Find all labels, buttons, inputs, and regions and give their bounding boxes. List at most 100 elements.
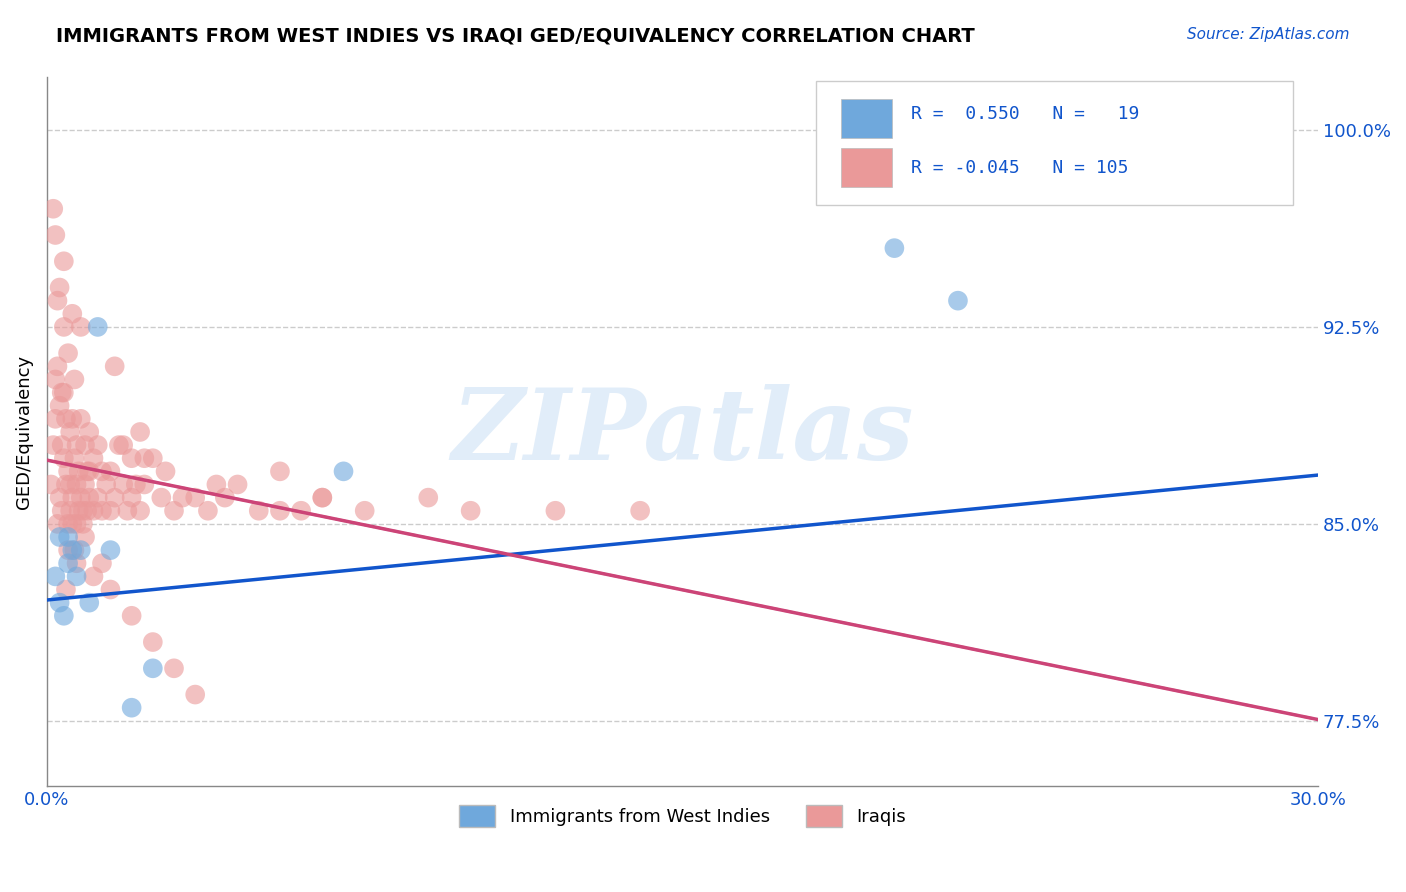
Point (172, 491, 194, 505)
Point (76, 504, 98, 518)
Point (63, 543, 86, 558)
Point (77, 425, 100, 439)
Point (55, 582, 77, 597)
Point (311, 491, 333, 505)
Point (104, 359, 127, 374)
Point (63, 451, 86, 466)
Point (69, 319, 91, 334)
Point (104, 491, 127, 505)
Point (55, 412, 77, 426)
Point (65, 438, 87, 452)
Bar (841, 99, 893, 137)
Bar (841, 148, 893, 187)
Point (100, 582, 122, 597)
Point (142, 635, 165, 649)
Point (946, 293, 969, 308)
Y-axis label: GED/Equivalency: GED/Equivalency (15, 355, 32, 509)
Point (59, 504, 82, 518)
Point (205, 477, 228, 491)
Point (121, 451, 143, 466)
Point (121, 608, 143, 623)
Point (48, 399, 70, 413)
Point (52, 451, 75, 466)
Point (77, 464, 100, 478)
Point (184, 491, 207, 505)
Point (65, 477, 87, 491)
Point (44, 372, 66, 386)
Point (69, 412, 91, 426)
Point (108, 884, 131, 892)
Point (65, 516, 87, 531)
Point (112, 438, 135, 452)
Point (52, 385, 75, 400)
Point (214, 491, 236, 505)
Point (142, 451, 165, 466)
Point (52, 319, 75, 334)
Point (48, 280, 70, 294)
Point (184, 688, 207, 702)
Point (72, 516, 94, 531)
Point (59, 425, 82, 439)
Point (60, 516, 83, 531)
Point (108, 438, 131, 452)
Point (269, 504, 291, 518)
Text: IMMIGRANTS FROM WEST INDIES VS IRAQI GED/EQUIVALENCY CORRELATION CHART: IMMIGRANTS FROM WEST INDIES VS IRAQI GED… (56, 27, 974, 45)
Point (44, 227, 66, 242)
Point (247, 504, 270, 518)
Point (42, 202, 65, 216)
Point (60, 543, 83, 558)
Point (44, 569, 66, 583)
FancyBboxPatch shape (815, 81, 1292, 205)
Point (83, 451, 105, 466)
Point (197, 504, 219, 518)
Point (129, 504, 152, 518)
Point (65, 569, 87, 583)
Point (121, 700, 143, 714)
Text: R = -0.045   N = 105: R = -0.045 N = 105 (911, 159, 1129, 178)
Point (56, 346, 79, 360)
Point (46, 293, 69, 308)
Point (67, 504, 90, 518)
Point (73, 477, 96, 491)
Point (129, 425, 152, 439)
Point (67, 464, 90, 478)
Point (332, 464, 354, 478)
Point (883, 241, 905, 255)
Point (112, 477, 135, 491)
Point (63, 372, 86, 386)
Point (142, 661, 165, 675)
Point (87, 438, 110, 452)
Point (52, 608, 75, 623)
Point (83, 504, 105, 518)
Point (150, 491, 173, 505)
Point (48, 530, 70, 544)
Point (39, 477, 62, 491)
Point (544, 504, 567, 518)
Point (60, 307, 83, 321)
Point (87, 491, 110, 505)
Point (56, 464, 79, 478)
Point (163, 661, 186, 675)
Point (48, 491, 70, 505)
Point (72, 504, 94, 518)
Point (125, 477, 148, 491)
Point (226, 477, 249, 491)
Point (117, 504, 139, 518)
Point (59, 477, 82, 491)
Point (269, 464, 291, 478)
Point (134, 451, 156, 466)
Point (60, 491, 83, 505)
Point (155, 464, 177, 478)
Point (100, 543, 122, 558)
Point (77, 491, 100, 505)
Point (76, 464, 98, 478)
Point (353, 504, 375, 518)
Point (56, 516, 79, 531)
Text: Source: ZipAtlas.com: Source: ZipAtlas.com (1187, 27, 1350, 42)
Point (91, 504, 114, 518)
Point (51, 385, 73, 400)
Point (56, 556, 79, 570)
Point (91, 464, 114, 478)
Point (51, 504, 73, 518)
Point (65, 556, 87, 570)
